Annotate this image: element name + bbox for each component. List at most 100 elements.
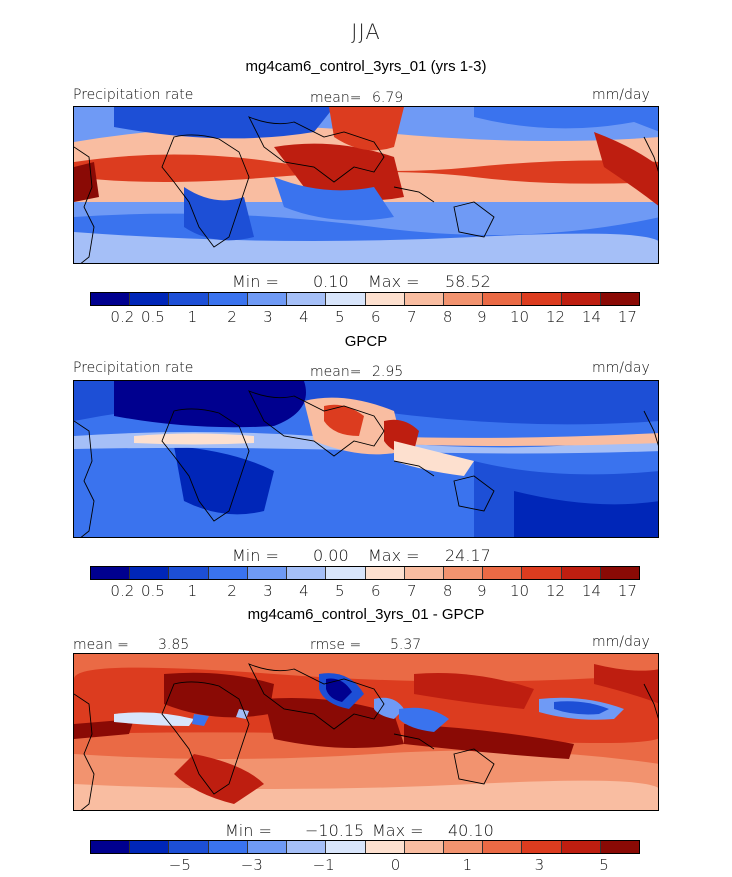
colorbar-tick-label: 10: [510, 582, 530, 600]
panel1-variable-label: Precipitation rate: [73, 87, 194, 103]
panel2-min-value: 0.00: [313, 546, 349, 565]
colorbar-tick-label: 17: [617, 582, 637, 600]
colorbar-swatch: [365, 567, 405, 579]
panel3-min-value: −10.15: [305, 821, 365, 840]
panel3-min-label: Min =: [225, 821, 272, 840]
colorbar-tick-label: 6: [371, 308, 381, 326]
colorbar-swatch: [130, 841, 170, 853]
colorbar-swatch: [522, 841, 562, 853]
colorbar-swatch: [365, 841, 405, 853]
colorbar-swatch: [208, 293, 248, 305]
colorbar-tick-label: 4: [299, 308, 309, 326]
colorbar-swatch: [326, 293, 366, 305]
colorbar-swatch: [443, 841, 484, 853]
colorbar-swatch: [169, 841, 209, 853]
colorbar-tick-label: 10: [510, 308, 530, 326]
panel2-map: [73, 380, 659, 538]
panel1-min-label: Min =: [232, 272, 279, 291]
colorbar-swatch: [561, 841, 601, 853]
colorbar-tick-label: 8: [442, 582, 453, 600]
colorbar-swatch: [208, 567, 248, 579]
panel3-colorbar: [90, 840, 640, 854]
colorbar-tick-label: 14: [581, 582, 602, 600]
colorbar-tick-label: 1: [187, 308, 198, 326]
colorbar-tick-label: 14: [581, 308, 602, 326]
colorbar-tick-label: 3: [263, 308, 273, 326]
colorbar-swatch: [287, 841, 327, 853]
panel1-mean-value: 6.79: [372, 90, 404, 106]
colorbar-swatch: [247, 293, 288, 305]
panel3-mean-value: 3.85: [158, 637, 190, 653]
colorbar-swatch: [326, 567, 366, 579]
colorbar-swatch: [169, 293, 209, 305]
panel3-units: mm/day: [592, 634, 650, 650]
colorbar-tick-label: 3: [534, 856, 545, 874]
colorbar-swatch: [522, 293, 562, 305]
colorbar-swatch: [561, 567, 601, 579]
colorbar-tick-label: 0: [390, 856, 401, 874]
colorbar-tick-label: 0.5: [140, 582, 165, 600]
panel3-map: [73, 653, 659, 811]
colorbar-swatch: [247, 841, 288, 853]
panel1-colorbar: [90, 292, 640, 306]
colorbar-swatch: [130, 293, 170, 305]
colorbar-swatch: [483, 567, 523, 579]
colorbar-tick-label: 3: [263, 582, 273, 600]
colorbar-swatch: [287, 293, 327, 305]
panel3-mean-label: mean =: [73, 637, 129, 653]
season-title: JJA: [351, 20, 381, 44]
colorbar-tick-label: 4: [299, 582, 309, 600]
colorbar-tick-label: −5: [168, 856, 191, 874]
panel2-max-label: Max =: [368, 546, 420, 565]
colorbar-tick-label: 17: [617, 308, 637, 326]
colorbar-tick-label: 1: [462, 856, 473, 874]
panel1-colorbar-ticks: 0.2 0.5 1 2 3 4 5 6 7 8 9 10 12 14 17: [90, 308, 640, 326]
panel2-mean-value: 2.95: [372, 364, 404, 380]
panel1-title: mg4cam6_control_3yrs_01 (yrs 1-3): [245, 58, 487, 75]
colorbar-tick-label: 9: [477, 308, 487, 326]
colorbar-tick-label: 6: [371, 582, 381, 600]
colorbar-swatch: [130, 567, 170, 579]
colorbar-swatch: [600, 567, 640, 579]
colorbar-swatch: [287, 567, 327, 579]
colorbar-swatch: [483, 841, 523, 853]
panel3-colorbar-ticks: −5 −3 −1 0 1 3 5: [90, 856, 640, 874]
panel3-max-label: Max =: [372, 821, 424, 840]
panel1-mean-label: mean=: [310, 90, 362, 106]
panel1-max-label: Max =: [368, 272, 420, 291]
colorbar-swatch: [561, 293, 601, 305]
panel2-units: mm/day: [592, 360, 650, 376]
colorbar-tick-label: 0.5: [140, 308, 165, 326]
colorbar-swatch: [600, 841, 640, 853]
panel1-min-value: 0.10: [313, 272, 349, 291]
panel1-max-value: 58.52: [445, 272, 491, 291]
colorbar-swatch: [169, 567, 209, 579]
colorbar-tick-label: −3: [240, 856, 263, 874]
colorbar-tick-label: 12: [545, 308, 566, 326]
colorbar-tick-label: 7: [406, 308, 417, 326]
colorbar-tick-label: 0.2: [110, 308, 135, 326]
colorbar-tick-label: 12: [545, 582, 566, 600]
colorbar-swatch: [404, 567, 444, 579]
colorbar-swatch: [600, 293, 640, 305]
panel3-max-value: 40.10: [448, 821, 494, 840]
colorbar-swatch: [443, 567, 484, 579]
colorbar-swatch: [404, 293, 444, 305]
colorbar-tick-label: 8: [442, 308, 453, 326]
colorbar-swatch: [522, 567, 562, 579]
panel2-variable-label: Precipitation rate: [73, 360, 194, 376]
colorbar-tick-label: −1: [312, 856, 335, 874]
colorbar-tick-label: 5: [335, 308, 345, 326]
colorbar-tick-label: 2: [227, 308, 237, 326]
panel2-colorbar-ticks: 0.2 0.5 1 2 3 4 5 6 7 8 9 10 12 14 17: [90, 582, 640, 600]
colorbar-tick-label: 5: [599, 856, 609, 874]
colorbar-swatch: [91, 567, 131, 579]
colorbar-swatch: [404, 841, 444, 853]
colorbar-swatch: [208, 841, 248, 853]
colorbar-swatch: [365, 293, 405, 305]
colorbar-tick-label: 7: [406, 582, 417, 600]
panel2-mean-label: mean=: [310, 364, 362, 380]
colorbar-swatch: [483, 293, 523, 305]
panel2-colorbar: [90, 566, 640, 580]
colorbar-tick-label: 5: [335, 582, 345, 600]
